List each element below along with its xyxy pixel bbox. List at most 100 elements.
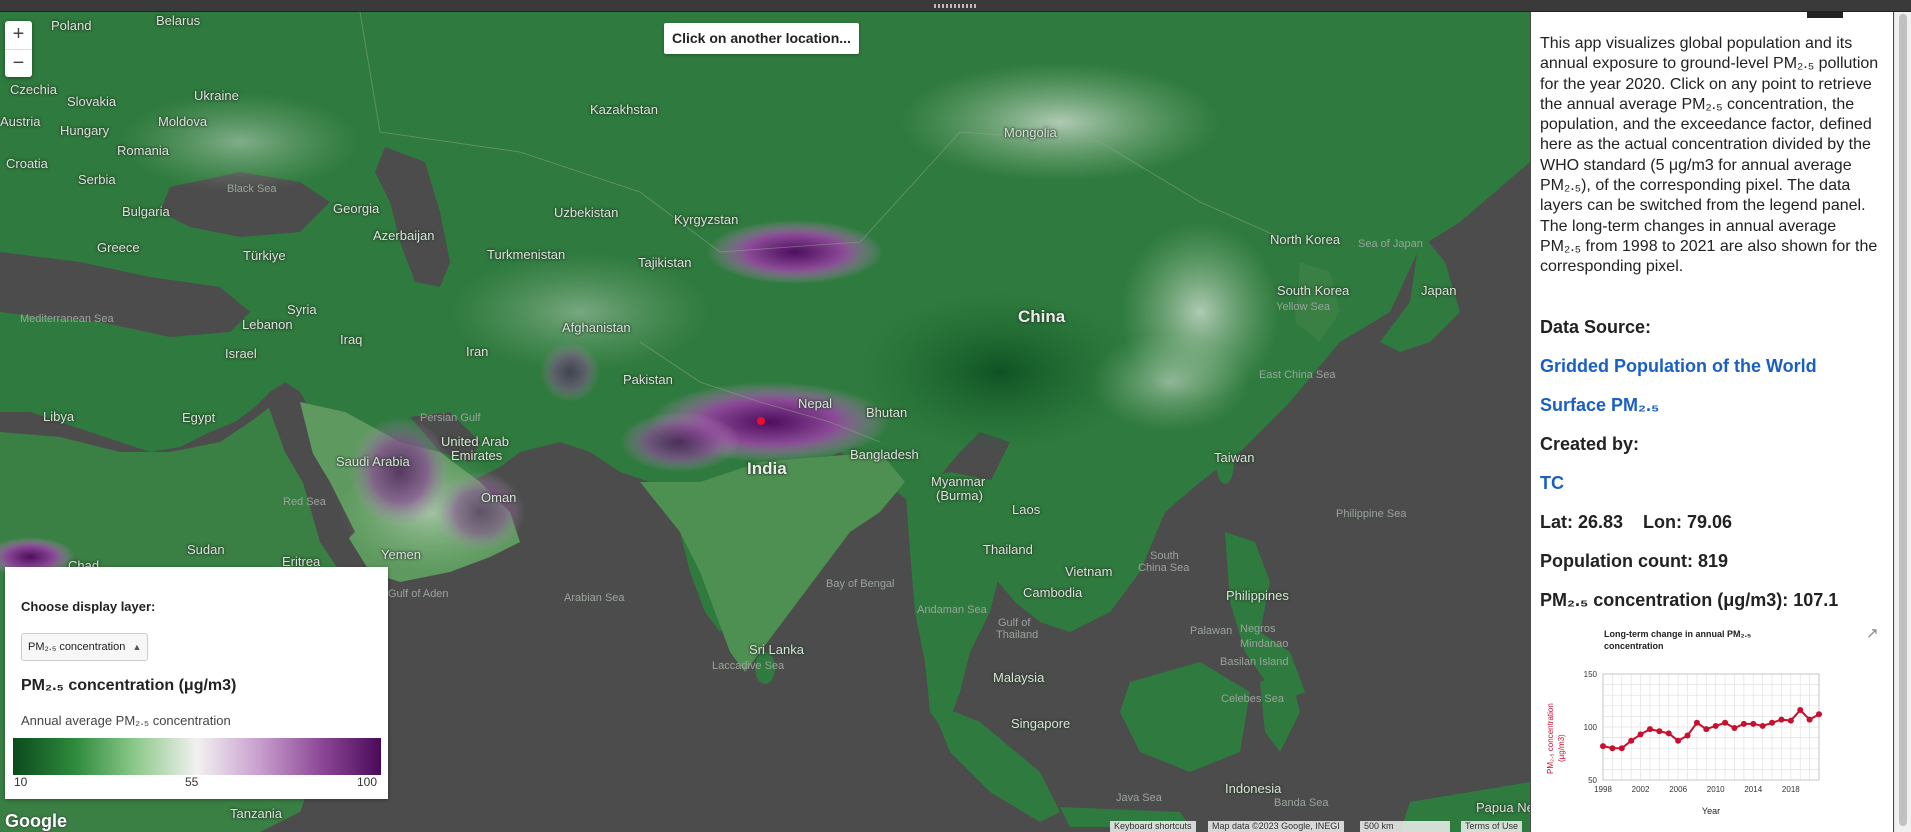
map-label: Belarus	[156, 13, 201, 28]
map-label: Kazakhstan	[590, 102, 658, 117]
map-label: Lebanon	[242, 317, 293, 332]
map-label: Papua Ne	[1476, 800, 1530, 815]
legend-panel: Choose display layer: PM₂.₅ concentratio…	[5, 567, 388, 799]
keyboard-shortcuts-link[interactable]: Keyboard shortcuts	[1110, 821, 1196, 832]
map-label: Cambodia	[1023, 585, 1083, 600]
chart-x-tick-label: 2014	[1744, 785, 1762, 794]
map-label: Iraq	[340, 332, 363, 347]
map-label: Türkiye	[243, 248, 286, 263]
chart-data-point	[1750, 720, 1757, 727]
legend-min-label: 10	[14, 775, 28, 789]
map-label-sea: Thailand	[996, 629, 1039, 641]
chart-y-tick-label: 150	[1584, 670, 1598, 679]
population-dataset-link[interactable]: Gridded Population of the World	[1540, 356, 1817, 376]
map-label: Israel	[225, 346, 257, 361]
map-label: Syria	[287, 302, 317, 317]
map-label-sea: China Sea	[1138, 562, 1190, 574]
map-label: Slovakia	[67, 94, 117, 109]
map-label-sea: Basilan Island	[1220, 656, 1289, 668]
map-label-sea: Sea of Japan	[1358, 238, 1423, 250]
scrollbar-thumb[interactable]	[1899, 14, 1907, 826]
map-label: Singapore	[1011, 716, 1071, 731]
chart-data-point	[1806, 716, 1813, 723]
map-label: Czechia	[10, 82, 57, 97]
chart-data-point	[1675, 737, 1682, 744]
map-label: Georgia	[333, 201, 380, 216]
map-label-sea: Philippine Sea	[1336, 508, 1407, 520]
map-label: Egypt	[182, 410, 216, 425]
terms-link[interactable]: Terms of Use	[1461, 821, 1523, 832]
map-label: Oman	[481, 490, 517, 505]
map-label: (Burma)	[936, 488, 983, 503]
map-label-sea: Java Sea	[1116, 792, 1162, 804]
map-label: Uzbekistan	[554, 205, 619, 220]
map-label-sea: Gulf of	[998, 617, 1031, 629]
map-canvas[interactable]: Poland Belarus Czechia Ukraine Slovakia …	[0, 12, 1530, 832]
map-label: Iran	[466, 344, 489, 359]
chart-data-point	[1693, 719, 1700, 726]
chart-data-point	[1600, 743, 1606, 750]
map-label: Thailand	[983, 542, 1033, 557]
chart-title-line1: Long-term change in annual PM₂.₅	[1604, 629, 1751, 639]
map-label-sea: Celebes Sea	[1221, 693, 1284, 705]
map-label: Laos	[1012, 502, 1041, 517]
chart-y-tick-label: 50	[1588, 776, 1597, 785]
chart-y-label-line1: PM₂.₅ concentration	[1546, 703, 1555, 774]
map-label: Eritrea	[282, 554, 321, 569]
map-data-attribution[interactable]: Map data ©2023 Google, INEGI	[1208, 821, 1344, 832]
chart-x-tick-label: 2002	[1632, 785, 1650, 794]
map-label: Mongolia	[1004, 125, 1057, 140]
open-in-new-icon[interactable]: ↗	[1866, 625, 1879, 642]
population-readout: Population count: 819	[1540, 551, 1729, 571]
latlon-readout: Lat: 26.83 Lon: 79.06	[1540, 512, 1733, 532]
map-label-sea: Mediterranean Sea	[20, 313, 114, 325]
chart-data-point	[1646, 726, 1653, 733]
map-label: Pakistan	[623, 372, 673, 387]
map-label: Austria	[0, 114, 41, 129]
chart-x-label: Year	[1702, 806, 1720, 816]
map-label-sea: Arabian Sea	[564, 592, 625, 604]
pm-dataset-link[interactable]: Surface PM₂.₅	[1540, 395, 1660, 415]
map-label-sea: Palawan	[1190, 625, 1233, 637]
chart-title-line2: concentration	[1604, 641, 1664, 651]
map-label: Nepal	[798, 396, 832, 411]
zoom-out-button[interactable]: −	[12, 52, 25, 74]
map-label-sea: Red Sea	[283, 496, 326, 508]
chart-data-point	[1769, 719, 1776, 726]
map-label: Sri Lanka	[749, 642, 804, 657]
chart-y-label-line2: (μg/m3)	[1557, 734, 1566, 762]
chart-data-point	[1637, 731, 1644, 738]
scale-bar[interactable]: 500 km	[1360, 821, 1450, 832]
author-link[interactable]: TC	[1540, 473, 1564, 493]
chart-y-tick-label: 100	[1584, 723, 1598, 732]
created-by-label: Created by:	[1540, 434, 1640, 454]
map-label: United Arab	[441, 434, 509, 449]
zoom-in-button[interactable]: +	[5, 21, 32, 50]
chart-data-point	[1656, 728, 1663, 735]
layer-select[interactable]: PM₂.₅ concentration ▲	[21, 633, 149, 661]
map-label: Serbia	[78, 172, 116, 187]
chart-data-point	[1609, 745, 1616, 752]
map-label: Bangladesh	[850, 447, 919, 462]
pm-trend-chart: Long-term change in annual PM₂.₅ concent…	[1546, 629, 1822, 816]
choose-layer-label: Choose display layer:	[21, 599, 156, 614]
map-label: Hungary	[60, 123, 110, 138]
panel-scrollbar[interactable]	[1894, 12, 1911, 832]
chart-x-tick-label: 2018	[1782, 785, 1800, 794]
chart-data-point	[1797, 707, 1804, 714]
map-label: Kyrgyzstan	[674, 212, 739, 227]
map-label-major: China	[1018, 307, 1066, 326]
map-label: Vietnam	[1065, 564, 1113, 579]
legend-max-label: 100	[357, 775, 378, 789]
window-top-strip	[0, 0, 1911, 12]
chart-data-point	[1703, 726, 1710, 733]
map-label-sea: Black Sea	[227, 183, 277, 195]
legend-title: PM₂.₅ concentration (μg/m3)	[21, 677, 237, 694]
chart-x-tick-label: 1998	[1594, 785, 1612, 794]
map-label: Turkmenistan	[487, 247, 566, 262]
map-label: Afghanistan	[562, 320, 631, 335]
map-label: Bulgaria	[122, 204, 170, 219]
layer-select-value: PM₂.₅ concentration	[28, 641, 126, 653]
resize-grip-icon[interactable]	[934, 4, 976, 8]
map-label: Tajikistan	[638, 255, 692, 270]
